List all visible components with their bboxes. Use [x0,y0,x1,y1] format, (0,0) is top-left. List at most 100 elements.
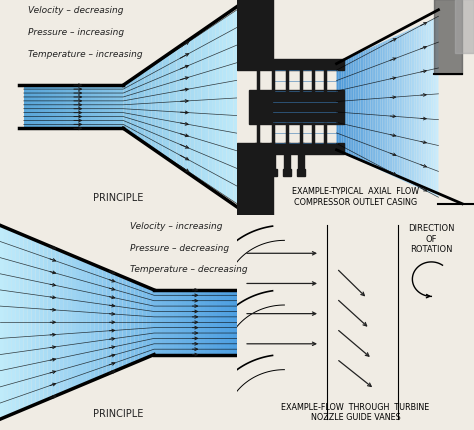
Polygon shape [396,36,398,179]
Polygon shape [213,290,217,355]
Text: Velocity – decreasing: Velocity – decreasing [28,6,124,15]
Polygon shape [113,86,116,129]
Polygon shape [24,236,27,409]
Polygon shape [374,46,375,169]
Polygon shape [217,290,221,355]
Polygon shape [413,28,415,187]
Polygon shape [99,86,102,129]
Polygon shape [119,86,123,129]
Polygon shape [406,31,408,184]
Polygon shape [187,41,191,174]
Polygon shape [99,267,103,378]
Polygon shape [381,43,383,172]
Polygon shape [193,290,198,355]
Polygon shape [95,86,99,129]
Polygon shape [401,34,403,181]
Polygon shape [357,54,359,161]
Polygon shape [227,15,230,200]
Polygon shape [212,25,216,190]
Polygon shape [298,144,304,155]
Polygon shape [48,86,52,129]
Polygon shape [377,45,379,170]
Polygon shape [398,35,400,180]
Polygon shape [16,232,20,413]
Polygon shape [109,86,113,129]
Polygon shape [255,155,261,170]
Polygon shape [435,18,437,197]
Polygon shape [229,290,233,355]
Polygon shape [384,42,386,173]
Polygon shape [180,46,184,169]
Polygon shape [389,39,391,176]
Polygon shape [134,77,137,138]
Polygon shape [158,290,162,355]
Polygon shape [423,24,425,191]
Polygon shape [383,43,384,172]
Polygon shape [233,11,237,204]
Polygon shape [367,49,369,166]
Polygon shape [225,290,229,355]
Polygon shape [47,246,51,399]
Polygon shape [340,62,342,153]
Text: PRINCIPLE: PRINCIPLE [93,193,144,203]
Text: Velocity – increasing: Velocity – increasing [130,221,223,230]
Polygon shape [27,237,32,408]
Polygon shape [184,44,187,171]
Polygon shape [110,272,115,373]
Polygon shape [455,0,474,54]
Polygon shape [237,60,344,71]
Polygon shape [70,86,73,129]
Polygon shape [75,257,79,388]
Polygon shape [421,25,423,191]
Polygon shape [174,290,178,355]
Polygon shape [116,86,119,129]
Polygon shape [79,259,83,386]
Polygon shape [162,290,166,355]
Polygon shape [430,20,432,195]
Polygon shape [434,0,462,75]
Polygon shape [162,58,166,157]
Polygon shape [138,284,142,361]
Polygon shape [348,58,350,157]
Polygon shape [44,244,47,401]
Polygon shape [418,26,420,189]
Polygon shape [186,290,190,355]
Polygon shape [354,56,355,159]
Polygon shape [83,261,87,384]
Polygon shape [118,275,122,370]
Polygon shape [411,29,413,186]
Polygon shape [371,48,372,167]
Polygon shape [27,86,31,129]
Polygon shape [392,38,394,177]
Polygon shape [372,47,374,168]
Polygon shape [437,17,438,198]
Text: Pressure – decreasing: Pressure – decreasing [130,243,229,252]
Polygon shape [386,41,387,174]
Polygon shape [337,64,338,151]
Polygon shape [56,86,59,129]
Polygon shape [191,39,194,176]
Polygon shape [148,67,152,148]
Polygon shape [84,86,88,129]
Polygon shape [230,13,233,202]
Polygon shape [254,170,263,176]
Polygon shape [338,63,340,152]
Polygon shape [45,86,48,129]
Polygon shape [32,239,36,406]
Polygon shape [170,53,173,162]
Polygon shape [20,234,24,411]
Polygon shape [190,290,193,355]
Polygon shape [95,265,99,380]
Polygon shape [221,290,225,355]
Polygon shape [408,31,410,184]
Polygon shape [52,86,56,129]
Polygon shape [345,60,346,155]
Polygon shape [67,254,71,391]
Polygon shape [284,155,290,170]
Polygon shape [134,282,138,363]
Polygon shape [71,255,75,390]
Polygon shape [205,30,209,185]
Polygon shape [34,86,38,129]
Polygon shape [145,70,148,145]
Polygon shape [63,86,66,129]
